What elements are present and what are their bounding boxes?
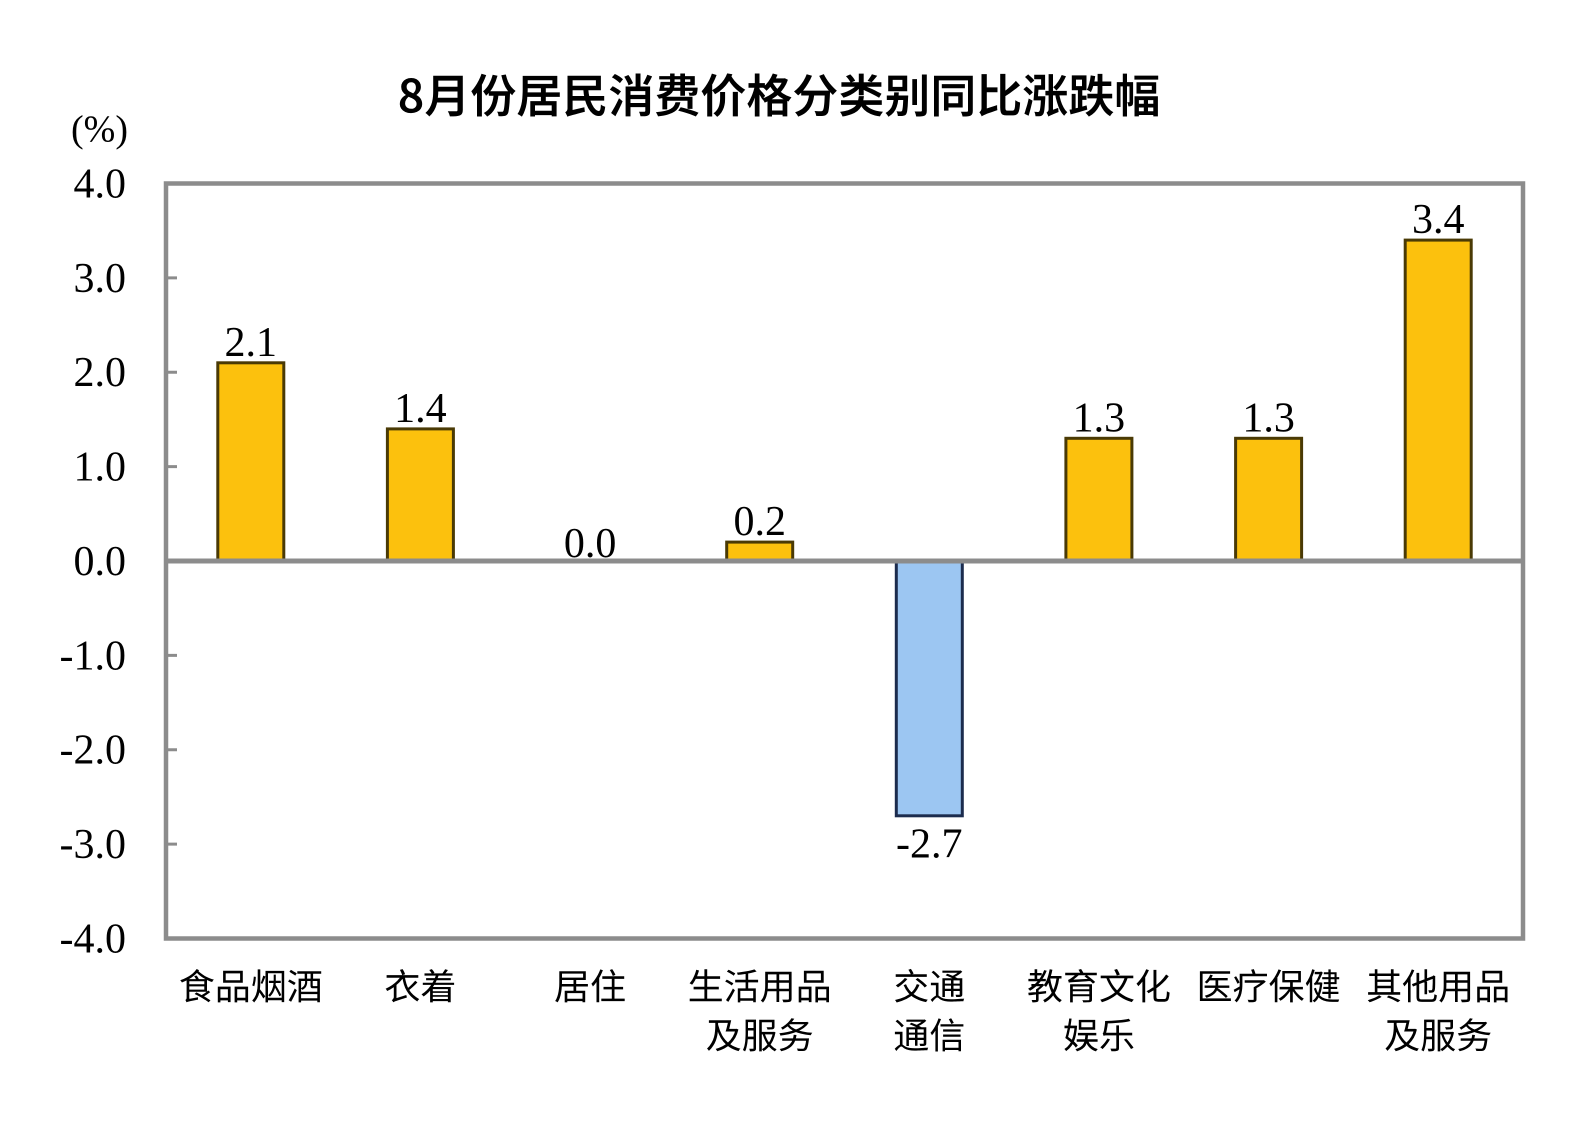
svg-text:0.2: 0.2 — [733, 499, 786, 545]
svg-text:2.1: 2.1 — [225, 320, 278, 366]
svg-text:0.0: 0.0 — [74, 539, 127, 585]
svg-text:(%): (%) — [71, 109, 128, 151]
svg-text:-2.0: -2.0 — [60, 728, 127, 774]
svg-text:3.0: 3.0 — [74, 256, 127, 302]
svg-text:0.0: 0.0 — [564, 521, 617, 567]
svg-text:1.0: 1.0 — [74, 445, 127, 491]
svg-text:1.3: 1.3 — [1073, 395, 1126, 441]
svg-text:1.3: 1.3 — [1242, 395, 1295, 441]
svg-text:-4.0: -4.0 — [60, 916, 127, 962]
svg-text:1.4: 1.4 — [394, 386, 447, 432]
svg-text:-1.0: -1.0 — [60, 633, 127, 679]
svg-text:2.0: 2.0 — [74, 350, 127, 396]
svg-text:-3.0: -3.0 — [60, 822, 127, 868]
svg-text:-2.7: -2.7 — [896, 822, 963, 868]
svg-text:4.0: 4.0 — [74, 161, 127, 207]
svg-text:3.4: 3.4 — [1412, 197, 1465, 243]
